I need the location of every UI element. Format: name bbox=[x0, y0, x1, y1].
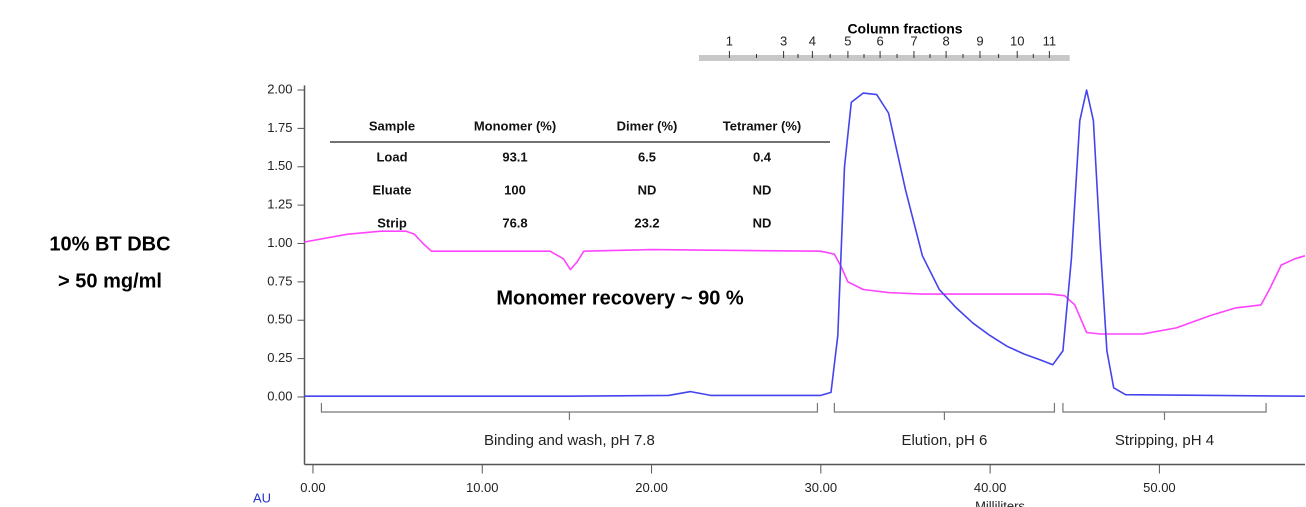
fraction-title: Column fractions bbox=[847, 21, 962, 37]
annotation: Monomer recovery ~ 90 % bbox=[496, 287, 744, 309]
table-cell: ND bbox=[753, 215, 772, 230]
x-tick-label: 10.00 bbox=[466, 480, 499, 495]
fraction-label: 7 bbox=[910, 33, 917, 48]
table-header: Monomer (%) bbox=[474, 118, 556, 133]
y-tick-label: 0.50 bbox=[267, 312, 292, 327]
side-note: > 50 mg/ml bbox=[58, 270, 162, 292]
y-tick-label: 1.50 bbox=[267, 158, 292, 173]
side-note: 10% BT DBC bbox=[49, 233, 170, 255]
region-bracket bbox=[833, 403, 1056, 420]
y-tick-label: 0.75 bbox=[267, 273, 292, 288]
region-label: Elution, pH 6 bbox=[901, 432, 987, 449]
y-tick-label: 0.00 bbox=[267, 388, 292, 403]
table-cell: 93.1 bbox=[502, 149, 527, 164]
fraction-label: 10 bbox=[1010, 33, 1024, 48]
series-line bbox=[304, 89, 1306, 397]
fraction-label: 3 bbox=[780, 33, 787, 48]
fraction-label: 8 bbox=[942, 33, 949, 48]
table-header: Tetramer (%) bbox=[723, 118, 802, 133]
table-cell: Strip bbox=[377, 215, 407, 230]
x-tick-label: 30.00 bbox=[805, 480, 838, 495]
fraction-label: 6 bbox=[876, 33, 883, 48]
table-cell: ND bbox=[638, 182, 657, 197]
region-bracket bbox=[320, 403, 819, 420]
fraction-label: 11 bbox=[1043, 33, 1057, 48]
y-tick-label: 0.25 bbox=[267, 350, 292, 365]
fraction-label: 9 bbox=[976, 33, 983, 48]
x-tick-label: 40.00 bbox=[974, 480, 1007, 495]
table-cell: 76.8 bbox=[502, 215, 527, 230]
y-tick-label: 1.75 bbox=[267, 120, 292, 135]
region-label: Binding and wash, pH 7.8 bbox=[484, 432, 655, 449]
table-header: Dimer (%) bbox=[617, 118, 678, 133]
table-cell: 23.2 bbox=[634, 215, 659, 230]
table-cell: Eluate bbox=[372, 182, 411, 197]
y-axis-label: AU bbox=[253, 490, 271, 505]
table-cell: 6.5 bbox=[638, 149, 656, 164]
x-axis-label: Milliliters bbox=[975, 498, 1025, 507]
y-tick-label: 1.25 bbox=[267, 197, 292, 212]
region-bracket bbox=[1062, 403, 1267, 420]
y-tick-label: 1.00 bbox=[267, 235, 292, 250]
x-tick-label: 20.00 bbox=[635, 480, 668, 495]
fraction-label: 4 bbox=[809, 33, 816, 48]
table-cell: ND bbox=[753, 182, 772, 197]
x-tick-label: 0.00 bbox=[300, 480, 325, 495]
region-label: Stripping, pH 4 bbox=[1115, 432, 1214, 449]
table-cell: 0.4 bbox=[753, 149, 772, 164]
table-cell: Load bbox=[376, 149, 407, 164]
fraction-label: 5 bbox=[844, 33, 851, 48]
y-tick-label: 2.00 bbox=[267, 81, 292, 96]
fraction-label: 1 bbox=[726, 33, 733, 48]
x-tick-label: 50.00 bbox=[1143, 480, 1176, 495]
table-cell: 100 bbox=[504, 182, 526, 197]
table-header: Sample bbox=[369, 118, 415, 133]
series-line bbox=[304, 230, 1306, 335]
